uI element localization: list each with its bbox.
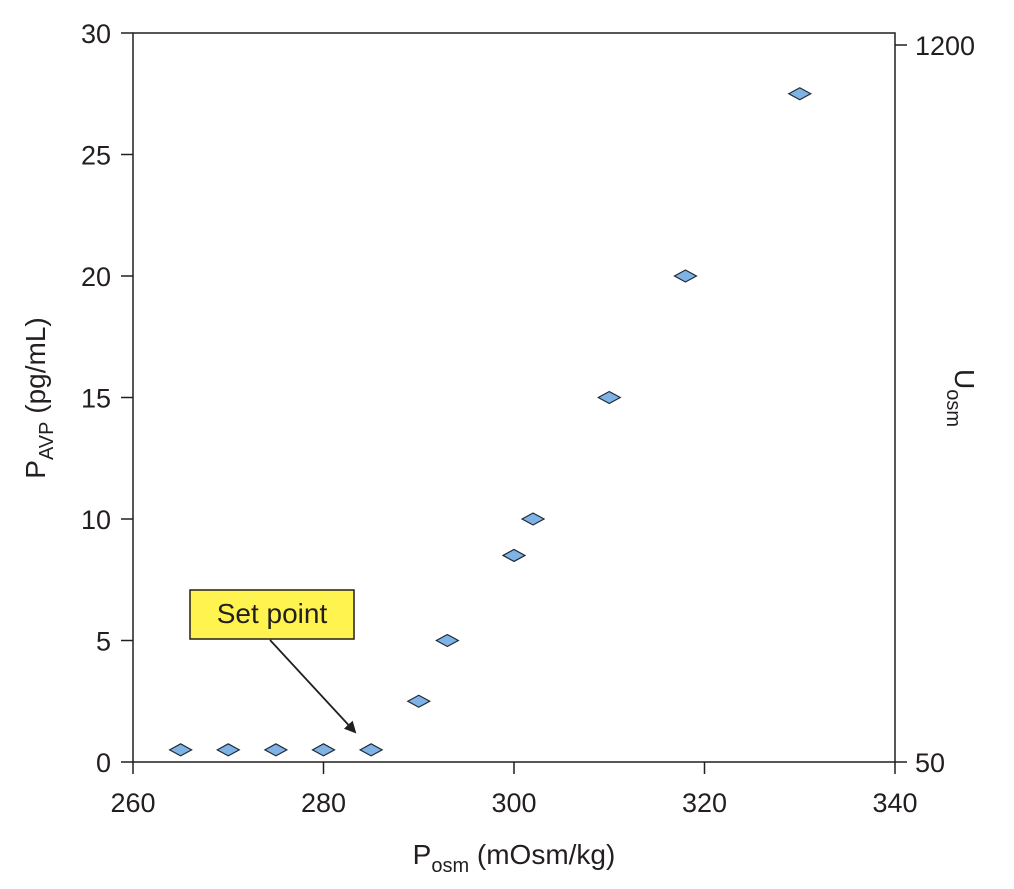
x-axis-label-main: P bbox=[413, 839, 432, 870]
y-tick-label: 30 bbox=[81, 19, 111, 49]
data-point bbox=[406, 694, 432, 708]
y-axis-label: PAVP (pg/mL) bbox=[20, 317, 58, 478]
data-point bbox=[520, 512, 546, 526]
right-axis-label-main: U bbox=[949, 369, 980, 389]
right-axis-label: Uosm bbox=[942, 369, 980, 427]
data-point bbox=[787, 87, 813, 101]
y-axis-label-main: P bbox=[20, 460, 51, 479]
x-tick-label: 300 bbox=[491, 788, 536, 818]
data-points bbox=[168, 87, 813, 757]
y-tick-label: 20 bbox=[81, 262, 111, 292]
right-tick-label: 50 bbox=[915, 748, 945, 778]
callout-arrow bbox=[269, 639, 357, 734]
y-tick-label: 5 bbox=[96, 627, 111, 657]
data-point bbox=[311, 743, 336, 757]
x-axis-ticks: 260 280 300 320 340 bbox=[110, 762, 918, 818]
y-tick-label: 10 bbox=[81, 505, 111, 535]
data-point bbox=[358, 743, 384, 757]
y-axis-label-sub: AVP bbox=[36, 422, 58, 461]
data-point bbox=[596, 390, 622, 405]
callout-label: Set point bbox=[217, 598, 328, 629]
x-axis-label: Posm (mOsm/kg) bbox=[413, 839, 616, 877]
x-tick-label: 320 bbox=[682, 788, 727, 818]
right-axis-label-sub: osm bbox=[942, 389, 964, 427]
plot-area-frame bbox=[132, 32, 896, 763]
y-axis-label-unit: (pg/mL) bbox=[20, 317, 51, 421]
data-point bbox=[501, 548, 527, 563]
data-point bbox=[263, 743, 289, 757]
data-point bbox=[435, 633, 460, 648]
data-point bbox=[673, 269, 698, 283]
set-point-callout: Set point bbox=[189, 589, 357, 734]
right-tick-label: 1200 bbox=[915, 31, 975, 61]
x-axis-label-sub: osm bbox=[431, 855, 469, 877]
right-axis-ticks: 1200 50 bbox=[895, 31, 975, 778]
y-tick-label: 25 bbox=[81, 141, 111, 171]
data-point bbox=[215, 743, 241, 757]
data-point bbox=[168, 743, 193, 757]
y-tick-label: 15 bbox=[81, 384, 111, 414]
y-tick-label: 0 bbox=[96, 748, 111, 778]
x-axis-label-unit: (mOsm/kg) bbox=[469, 839, 615, 870]
x-tick-label: 260 bbox=[110, 788, 155, 818]
callout-box bbox=[189, 589, 355, 640]
x-tick-label: 280 bbox=[301, 788, 346, 818]
x-tick-label: 340 bbox=[872, 788, 917, 818]
y-axis-ticks: 0 5 10 15 20 25 30 bbox=[81, 19, 133, 778]
